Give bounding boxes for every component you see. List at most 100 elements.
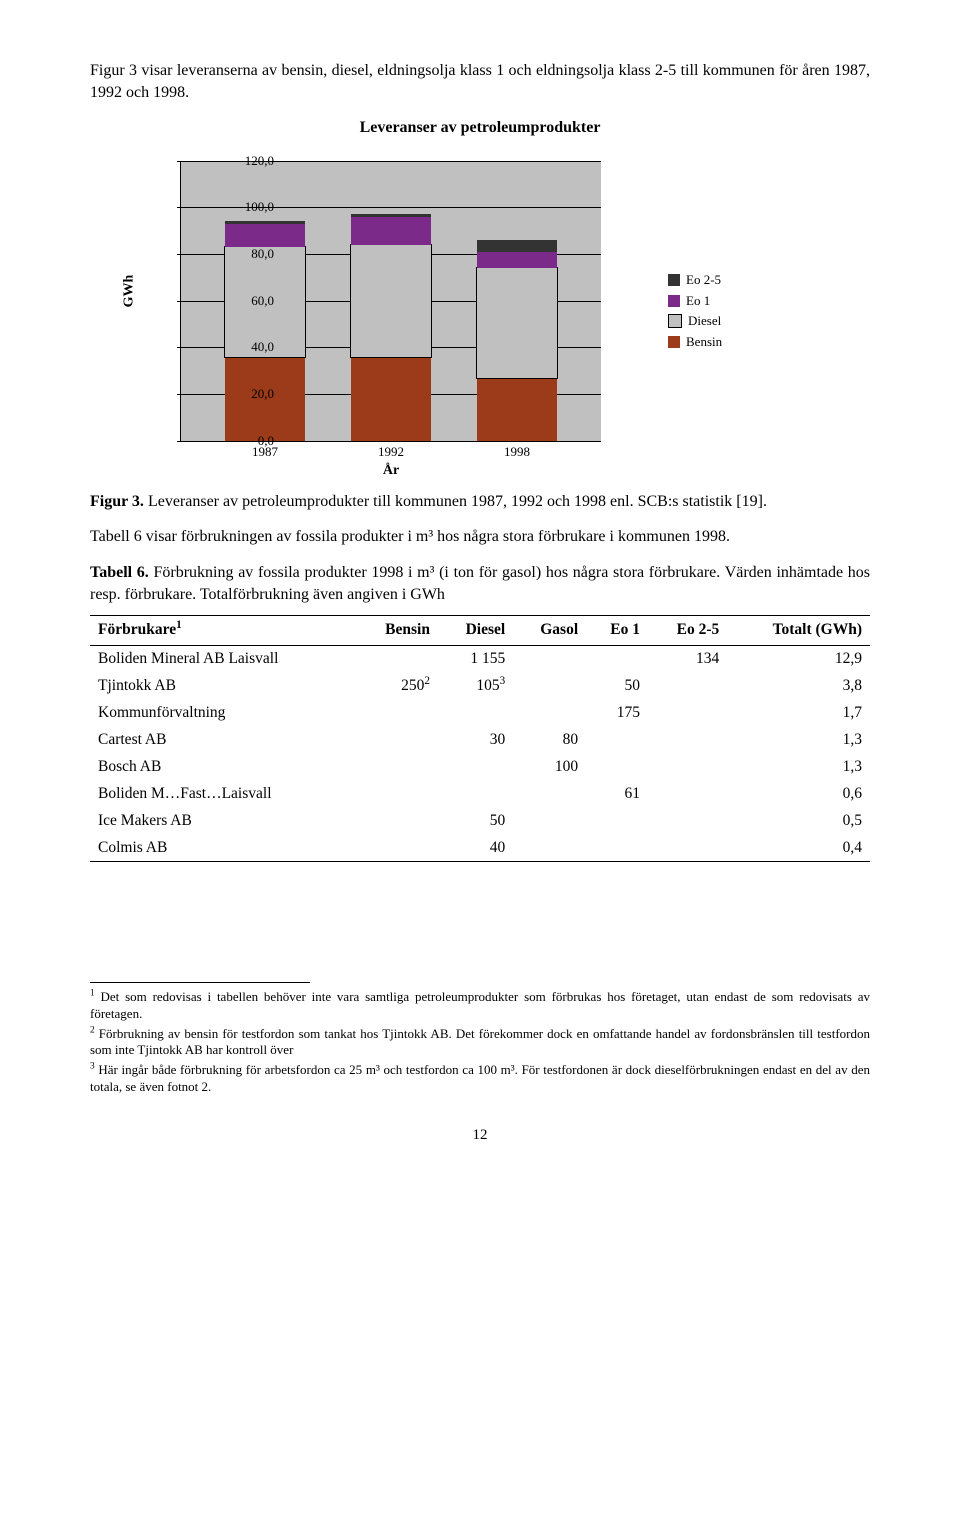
table-cell xyxy=(356,727,438,754)
table-cell: 3,8 xyxy=(727,673,870,700)
table-cell xyxy=(648,673,727,700)
chart-xlabel: År xyxy=(181,462,601,481)
chart: GWh 198719921998År 0,020,040,060,080,010… xyxy=(90,151,870,471)
table-cell xyxy=(586,835,648,862)
table-row: Boliden M…Fast…Laisvall610,6 xyxy=(90,781,870,808)
superscript: 1 xyxy=(176,619,182,631)
table-label: Tabell 6. xyxy=(90,564,149,581)
table-cell xyxy=(438,700,513,727)
table-cell xyxy=(513,835,586,862)
chart-ytick: 80,0 xyxy=(224,245,274,263)
table-cell xyxy=(648,727,727,754)
table-header-cell: Gasol xyxy=(513,616,586,646)
chart-ytick: 0,0 xyxy=(224,432,274,450)
table-cell: Tjintokk AB xyxy=(90,673,356,700)
footnote-marker: 1 xyxy=(90,989,95,999)
table-cell: 0,5 xyxy=(727,808,870,835)
mid-paragraph: Tabell 6 visar förbrukningen av fossila … xyxy=(90,526,870,548)
legend-item: Eo 2-5 xyxy=(668,271,722,289)
chart-bar-segment xyxy=(477,378,557,441)
table-caption: Tabell 6. Förbrukning av fossila produkt… xyxy=(90,562,870,605)
chart-bar-segment xyxy=(225,221,305,223)
chart-bar-segment xyxy=(351,217,431,245)
table-cell: 2502 xyxy=(356,673,438,700)
table-header-cell: Totalt (GWh) xyxy=(727,616,870,646)
table-cell xyxy=(438,781,513,808)
table-cell: Cartest AB xyxy=(90,727,356,754)
chart-bar-segment xyxy=(351,357,431,441)
superscript: 3 xyxy=(500,675,506,687)
table-cell xyxy=(513,673,586,700)
table-row: Ice Makers AB500,5 xyxy=(90,808,870,835)
legend-label: Diesel xyxy=(688,312,721,330)
table-cell xyxy=(586,646,648,673)
table-cell xyxy=(513,646,586,673)
table-cell: 80 xyxy=(513,727,586,754)
table-cell: Ice Makers AB xyxy=(90,808,356,835)
chart-bar-segment xyxy=(351,214,431,216)
chart-ytickmark xyxy=(177,347,181,348)
table-cell xyxy=(438,754,513,781)
table-header-row: Förbrukare1BensinDieselGasolEo 1Eo 2-5To… xyxy=(90,616,870,646)
chart-ytickmark xyxy=(177,301,181,302)
legend-swatch xyxy=(668,336,680,348)
table-cell: 134 xyxy=(648,646,727,673)
table-cell: 0,4 xyxy=(727,835,870,862)
chart-ytickmark xyxy=(177,161,181,162)
legend-swatch xyxy=(668,274,680,286)
table-row: Bosch AB1001,3 xyxy=(90,754,870,781)
legend-swatch xyxy=(668,314,682,328)
table-header-cell: Diesel xyxy=(438,616,513,646)
footnote-marker: 3 xyxy=(90,1062,95,1072)
table-cell xyxy=(586,754,648,781)
table-header-cell: Förbrukare1 xyxy=(90,616,356,646)
table-cell: 100 xyxy=(513,754,586,781)
figure-label: Figur 3. xyxy=(90,493,144,510)
intro-paragraph: Figur 3 visar leveranserna av bensin, di… xyxy=(90,60,870,103)
table-cell: 1,7 xyxy=(727,700,870,727)
table-cell xyxy=(356,646,438,673)
table-cell: 1053 xyxy=(438,673,513,700)
footnote: 2 Förbrukning av bensin för testfordon s… xyxy=(90,1026,870,1059)
legend-swatch xyxy=(668,295,680,307)
chart-ytickmark xyxy=(177,394,181,395)
table-cell xyxy=(648,781,727,808)
table-cell xyxy=(586,808,648,835)
table-cell xyxy=(586,727,648,754)
data-table: Förbrukare1BensinDieselGasolEo 1Eo 2-5To… xyxy=(90,615,870,862)
table-cell: 1,3 xyxy=(727,754,870,781)
table-header-cell: Eo 1 xyxy=(586,616,648,646)
legend-label: Bensin xyxy=(686,333,722,351)
footnote: 3 Här ingår både förbrukning för arbetsf… xyxy=(90,1062,870,1095)
table-cell: 30 xyxy=(438,727,513,754)
footnotes: 1 Det som redovisas i tabellen behöver i… xyxy=(90,982,310,1095)
table-cell xyxy=(513,700,586,727)
footnote: 1 Det som redovisas i tabellen behöver i… xyxy=(90,989,870,1022)
table-header-cell: Bensin xyxy=(356,616,438,646)
chart-ytick: 20,0 xyxy=(224,385,274,403)
chart-xtick: 1998 xyxy=(477,443,557,461)
chart-title: Leveranser av petroleumprodukter xyxy=(90,117,870,139)
table-row: Cartest AB30801,3 xyxy=(90,727,870,754)
table-cell: Kommunförvaltning xyxy=(90,700,356,727)
table-row: Tjintokk AB25021053503,8 xyxy=(90,673,870,700)
legend-label: Eo 2-5 xyxy=(686,271,721,289)
table-cell: Colmis AB xyxy=(90,835,356,862)
table-row: Colmis AB400,4 xyxy=(90,835,870,862)
table-cell xyxy=(356,835,438,862)
chart-plot-area: GWh 198719921998År 0,020,040,060,080,010… xyxy=(120,151,640,471)
table-cell xyxy=(648,700,727,727)
legend-item: Bensin xyxy=(668,333,722,351)
table-cell xyxy=(513,808,586,835)
chart-ytick: 40,0 xyxy=(224,339,274,357)
page-number: 12 xyxy=(90,1125,870,1145)
table-cell: Boliden Mineral AB Laisvall xyxy=(90,646,356,673)
table-cell: 61 xyxy=(586,781,648,808)
chart-bar-segment xyxy=(225,224,305,247)
table-cell: 0,6 xyxy=(727,781,870,808)
chart-bar-segment xyxy=(477,268,557,378)
chart-ytickmark xyxy=(177,441,181,442)
table-cell: 12,9 xyxy=(727,646,870,673)
table-cell xyxy=(356,700,438,727)
table-cell xyxy=(513,781,586,808)
